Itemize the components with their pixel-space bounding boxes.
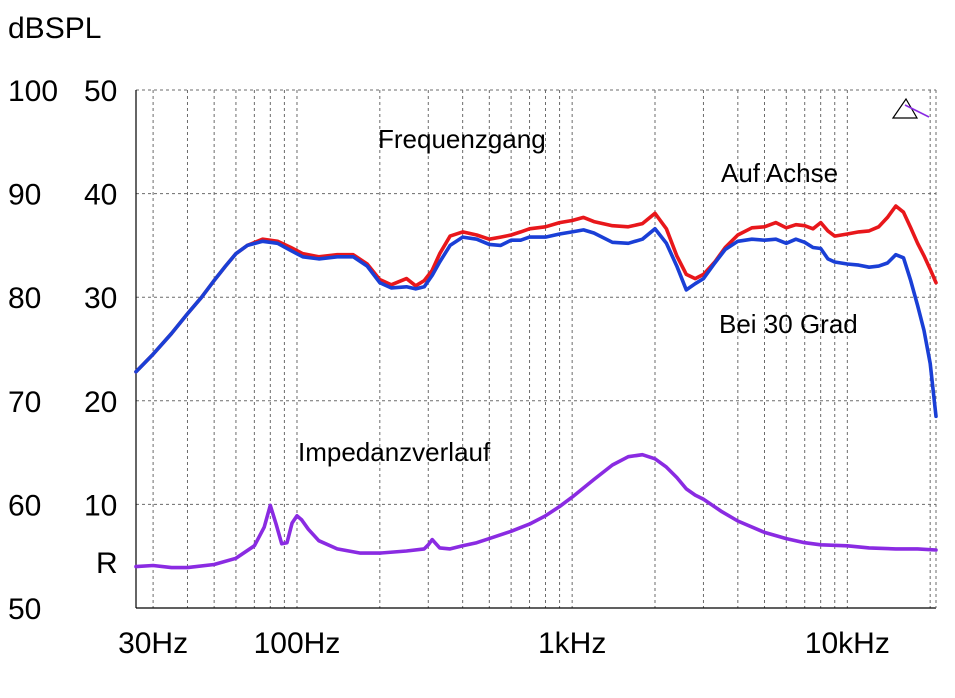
y-tick-label-spl: 80 [8,282,41,315]
y-tick-label-impedance: 20 [84,386,117,419]
x-tick-label: 100Hz [254,627,341,660]
impedance-axis-label: R [96,547,118,580]
y-tick-label-impedance: 50 [84,75,117,108]
y-tick-label-impedance: 10 [84,489,117,522]
cursor-marker-icon [891,97,930,119]
y-tick-label-spl: 70 [8,386,41,419]
x-tick-label: 1kHz [538,627,606,660]
tick-labels: 30Hz 100Hz 1kHz 10kHz 100 90 80 70 60 50 50 40 30 20 1… [8,75,890,660]
series-layer [134,204,938,570]
series-line [134,204,938,374]
annotation-frequency-response: Frequenzgang [378,124,546,154]
series-line [134,227,938,419]
annotation-off-axis: Bei 30 Grad [719,309,858,339]
y-tick-label-impedance: 40 [84,179,117,212]
annotation-on-axis: Auf Achse [721,158,838,188]
y-tick-label-spl: 90 [8,179,41,212]
plot-grid [135,89,937,609]
y-tick-label-impedance: 30 [84,282,117,315]
x-tick-label: 10kHz [805,627,890,660]
y-tick-label-spl: 100 [8,75,58,108]
x-tick-label: 30Hz [118,627,188,660]
y-tick-label-spl: 60 [8,489,41,522]
y-tick-label-spl: 50 [8,593,41,626]
annotation-impedance: Impedanzverlauf [298,437,491,467]
y-axis-unit-label: dBSPL [8,12,101,45]
series-line [134,452,938,570]
